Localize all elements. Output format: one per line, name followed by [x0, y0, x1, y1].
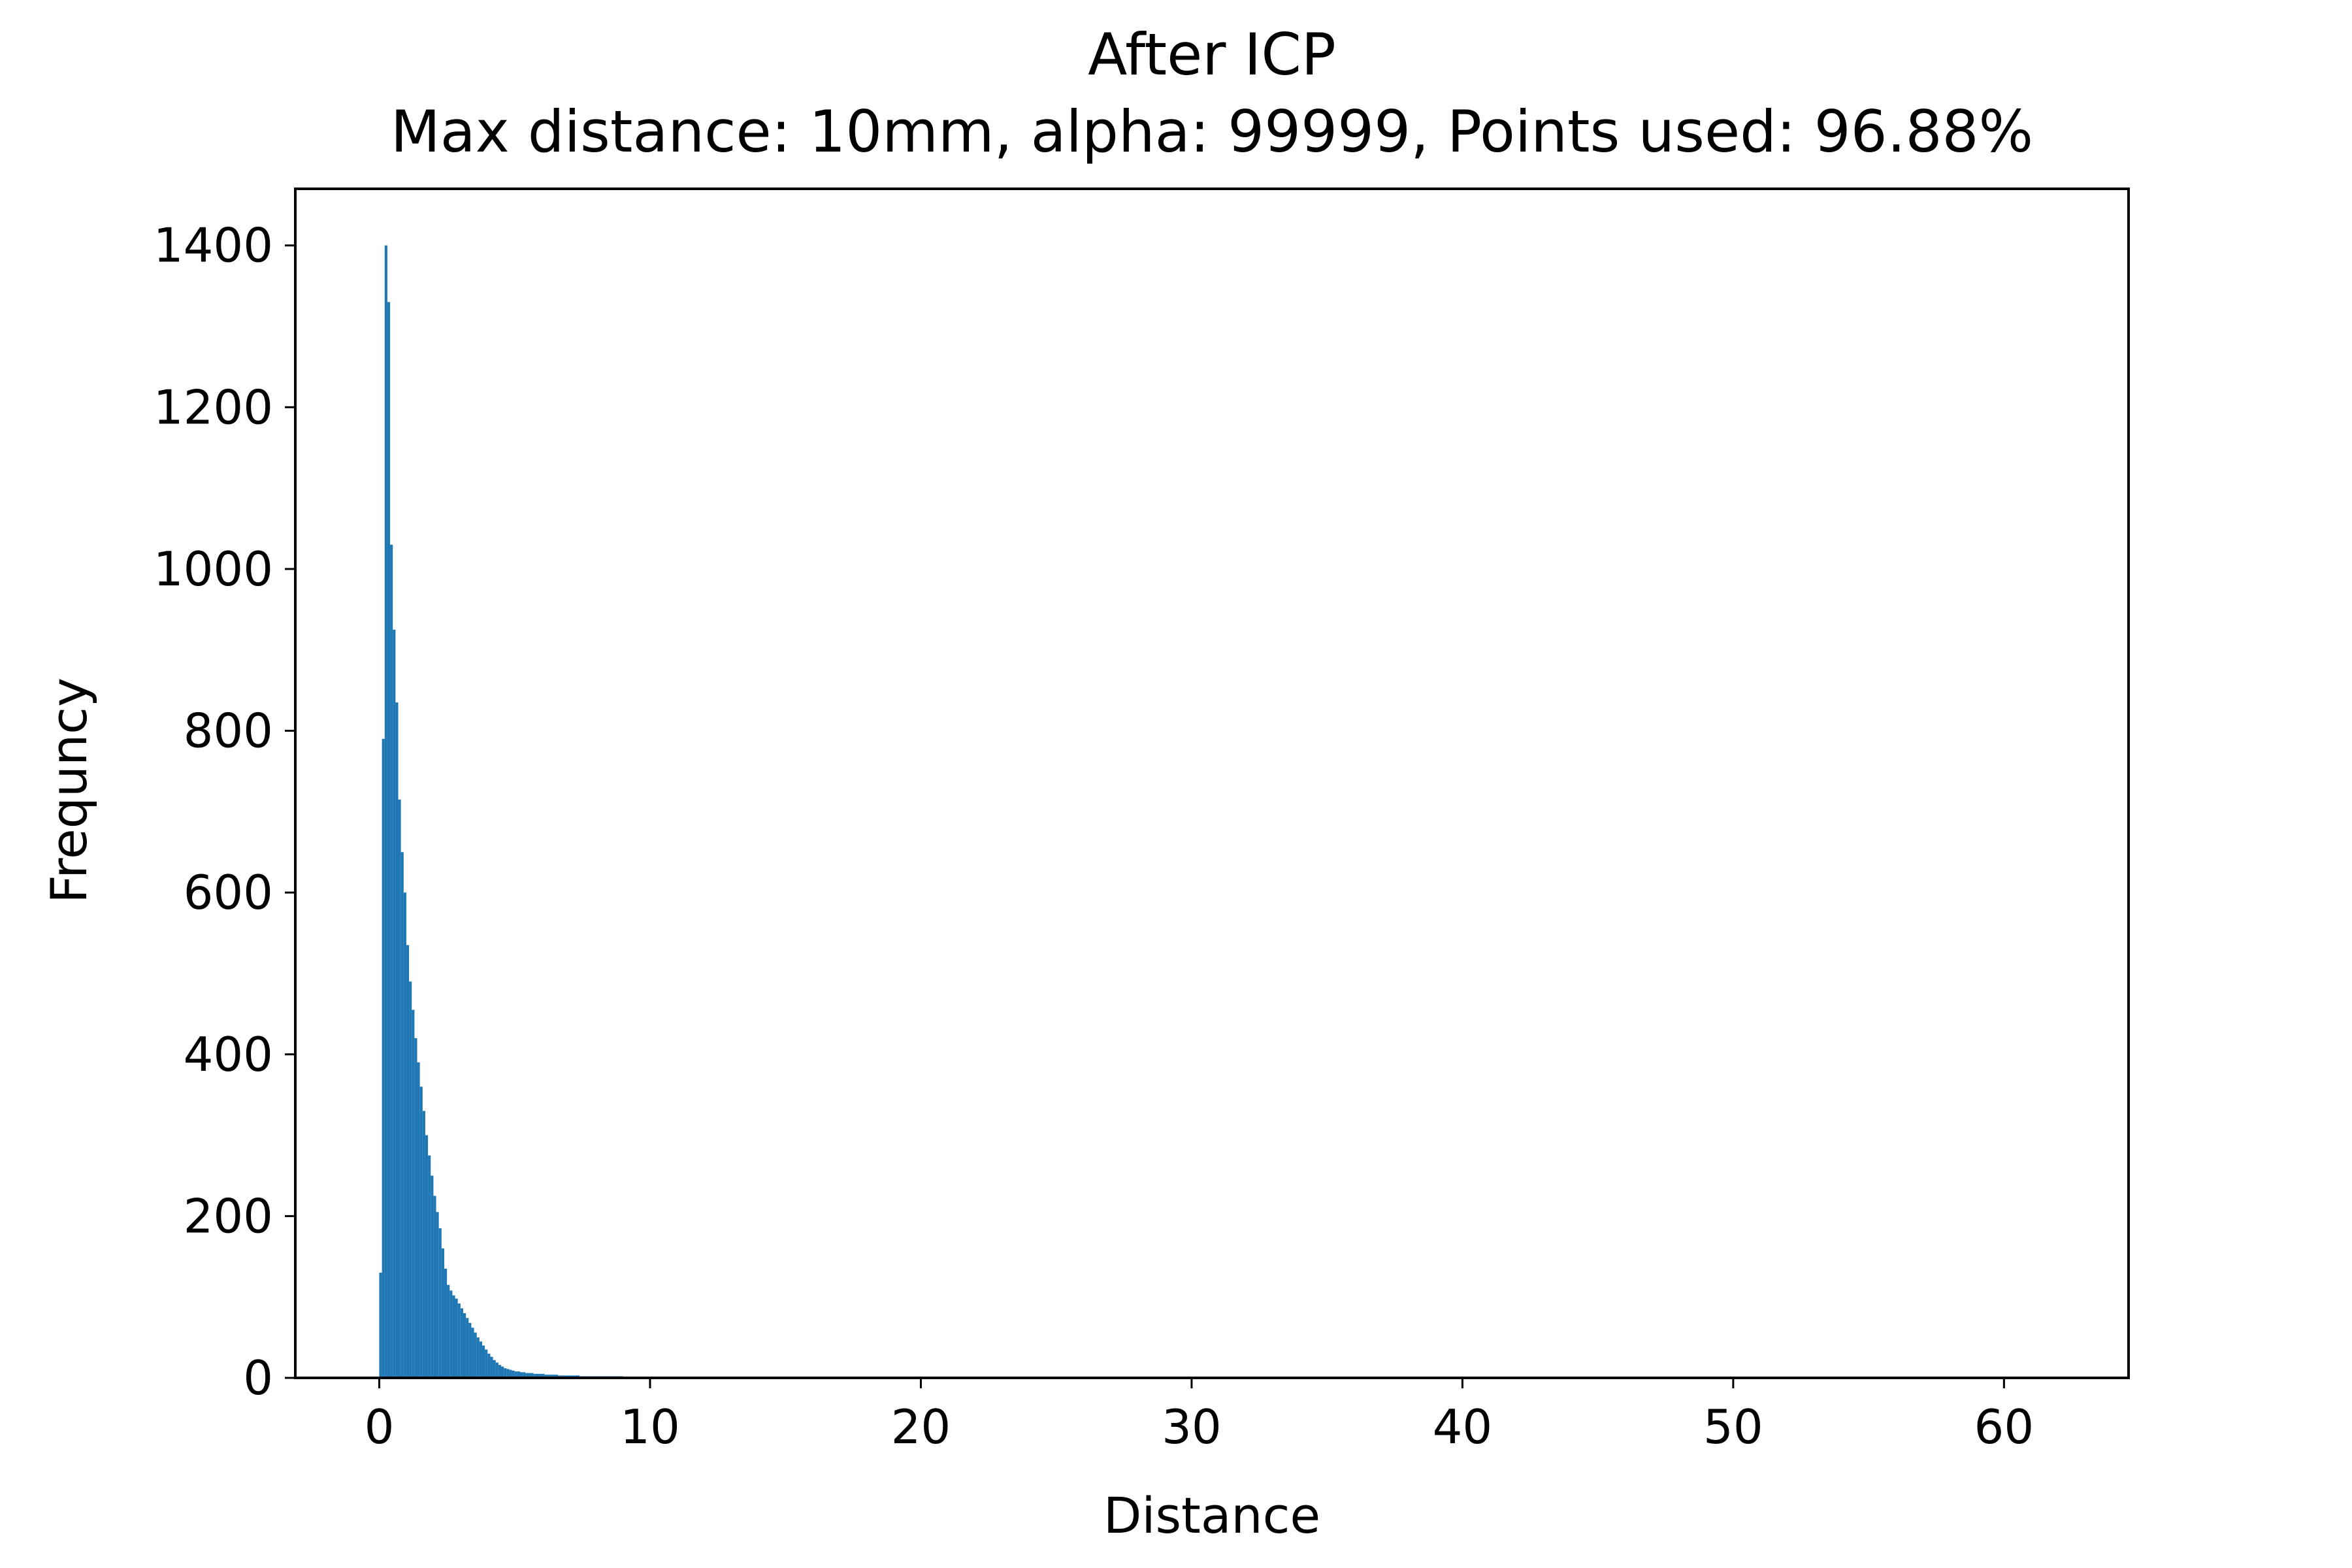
x-tick-label: 10 — [620, 1399, 680, 1454]
histogram-bar — [490, 1356, 493, 1378]
chart-subtitle: Max distance: 10mm, alpha: 99999, Points… — [391, 98, 2033, 165]
histogram-bar — [509, 1369, 512, 1378]
x-tick-label: 0 — [365, 1399, 395, 1454]
histogram-bar — [422, 1111, 425, 1378]
chart-title: After ICP — [1088, 21, 1336, 88]
x-tick-label: 60 — [1974, 1399, 2034, 1454]
histogram-bar — [544, 1375, 547, 1378]
histogram-bar — [452, 1295, 455, 1378]
x-axis: 0 10 20 30 40 50 60 — [365, 1378, 2034, 1454]
histogram-bar — [547, 1375, 550, 1378]
histogram-bar — [528, 1373, 531, 1378]
histogram-bar — [447, 1284, 450, 1378]
x-tick-label: 20 — [891, 1399, 951, 1454]
histogram-bar — [431, 1175, 434, 1378]
histogram-bar — [523, 1372, 526, 1378]
x-tick-label: 50 — [1703, 1399, 1763, 1454]
histogram-bar — [517, 1371, 521, 1378]
histogram-bar — [449, 1290, 453, 1378]
histogram-bar — [493, 1360, 496, 1378]
y-tick-label: 400 — [184, 1027, 273, 1082]
histogram-bar — [531, 1373, 534, 1378]
histogram-bar — [457, 1303, 461, 1378]
histogram-bar — [514, 1371, 517, 1378]
histogram-bar — [444, 1268, 448, 1378]
histogram-bar — [425, 1135, 429, 1378]
y-axis-label: Frequncy — [40, 678, 98, 904]
histogram-bar — [393, 629, 396, 1378]
histogram-bar — [384, 245, 387, 1379]
x-tick-label: 30 — [1162, 1399, 1222, 1454]
histogram-bar — [417, 1062, 420, 1378]
histogram-bar — [476, 1337, 480, 1378]
plot-frame — [294, 188, 2130, 1379]
histogram-bar — [455, 1298, 458, 1378]
histogram-bar — [438, 1228, 442, 1378]
histogram-bar — [552, 1375, 555, 1378]
x-tick-label: 40 — [1433, 1399, 1493, 1454]
histogram-bar — [460, 1308, 463, 1378]
histogram-bar — [498, 1365, 502, 1378]
histogram-bar — [482, 1345, 485, 1378]
y-tick-label: 1200 — [154, 380, 273, 434]
histogram-bar — [412, 1009, 415, 1378]
histogram-bar — [536, 1373, 540, 1378]
y-tick-label: 600 — [184, 865, 273, 920]
histogram-bar — [441, 1248, 444, 1378]
y-tick-label: 0 — [243, 1350, 273, 1405]
histogram-bar — [466, 1318, 469, 1378]
histogram-bar — [504, 1368, 507, 1378]
histogram-bar — [400, 852, 404, 1378]
histogram-bar — [433, 1196, 436, 1378]
histogram-bar — [539, 1373, 542, 1378]
histogram-bar — [409, 981, 412, 1378]
histogram-bar — [471, 1328, 474, 1378]
histogram-bar — [414, 1038, 417, 1378]
y-tick-label: 800 — [184, 704, 273, 759]
histogram-bar — [398, 799, 401, 1378]
histogram-bar — [549, 1375, 553, 1378]
histogram-bar — [395, 702, 399, 1378]
histogram-bar — [428, 1155, 431, 1378]
histogram-bar — [390, 544, 393, 1378]
histogram-bar — [533, 1373, 536, 1378]
bars-layer — [379, 245, 691, 1379]
histogram-bar — [387, 302, 391, 1378]
x-axis-label: Distance — [1103, 1486, 1320, 1544]
histogram-bar — [487, 1353, 491, 1378]
histogram-bar — [474, 1332, 477, 1378]
histogram-bar — [512, 1370, 515, 1378]
histogram-bar — [379, 1273, 382, 1378]
histogram-bar — [403, 892, 406, 1378]
histogram-bar — [463, 1313, 466, 1378]
histogram-bar — [468, 1322, 472, 1378]
histogram-bar — [555, 1375, 559, 1378]
histogram-bar — [479, 1341, 482, 1378]
y-tick-label: 200 — [184, 1188, 273, 1243]
histogram-bar — [501, 1366, 504, 1378]
y-tick-label: 1000 — [154, 542, 273, 596]
histogram-bar — [485, 1349, 488, 1378]
histogram-bar — [382, 738, 385, 1378]
histogram-bar — [419, 1086, 423, 1378]
histogram-bar — [436, 1212, 439, 1378]
histogram-bar — [520, 1372, 523, 1378]
histogram-bar — [542, 1373, 545, 1378]
y-axis: 0 200 400 600 800 1000 1200 1400 — [154, 218, 295, 1405]
histogram-bar — [495, 1362, 498, 1378]
y-tick-label: 1400 — [154, 218, 273, 273]
histogram-bar — [406, 945, 410, 1378]
histogram-bar — [506, 1369, 510, 1378]
histogram-bar — [525, 1373, 529, 1378]
